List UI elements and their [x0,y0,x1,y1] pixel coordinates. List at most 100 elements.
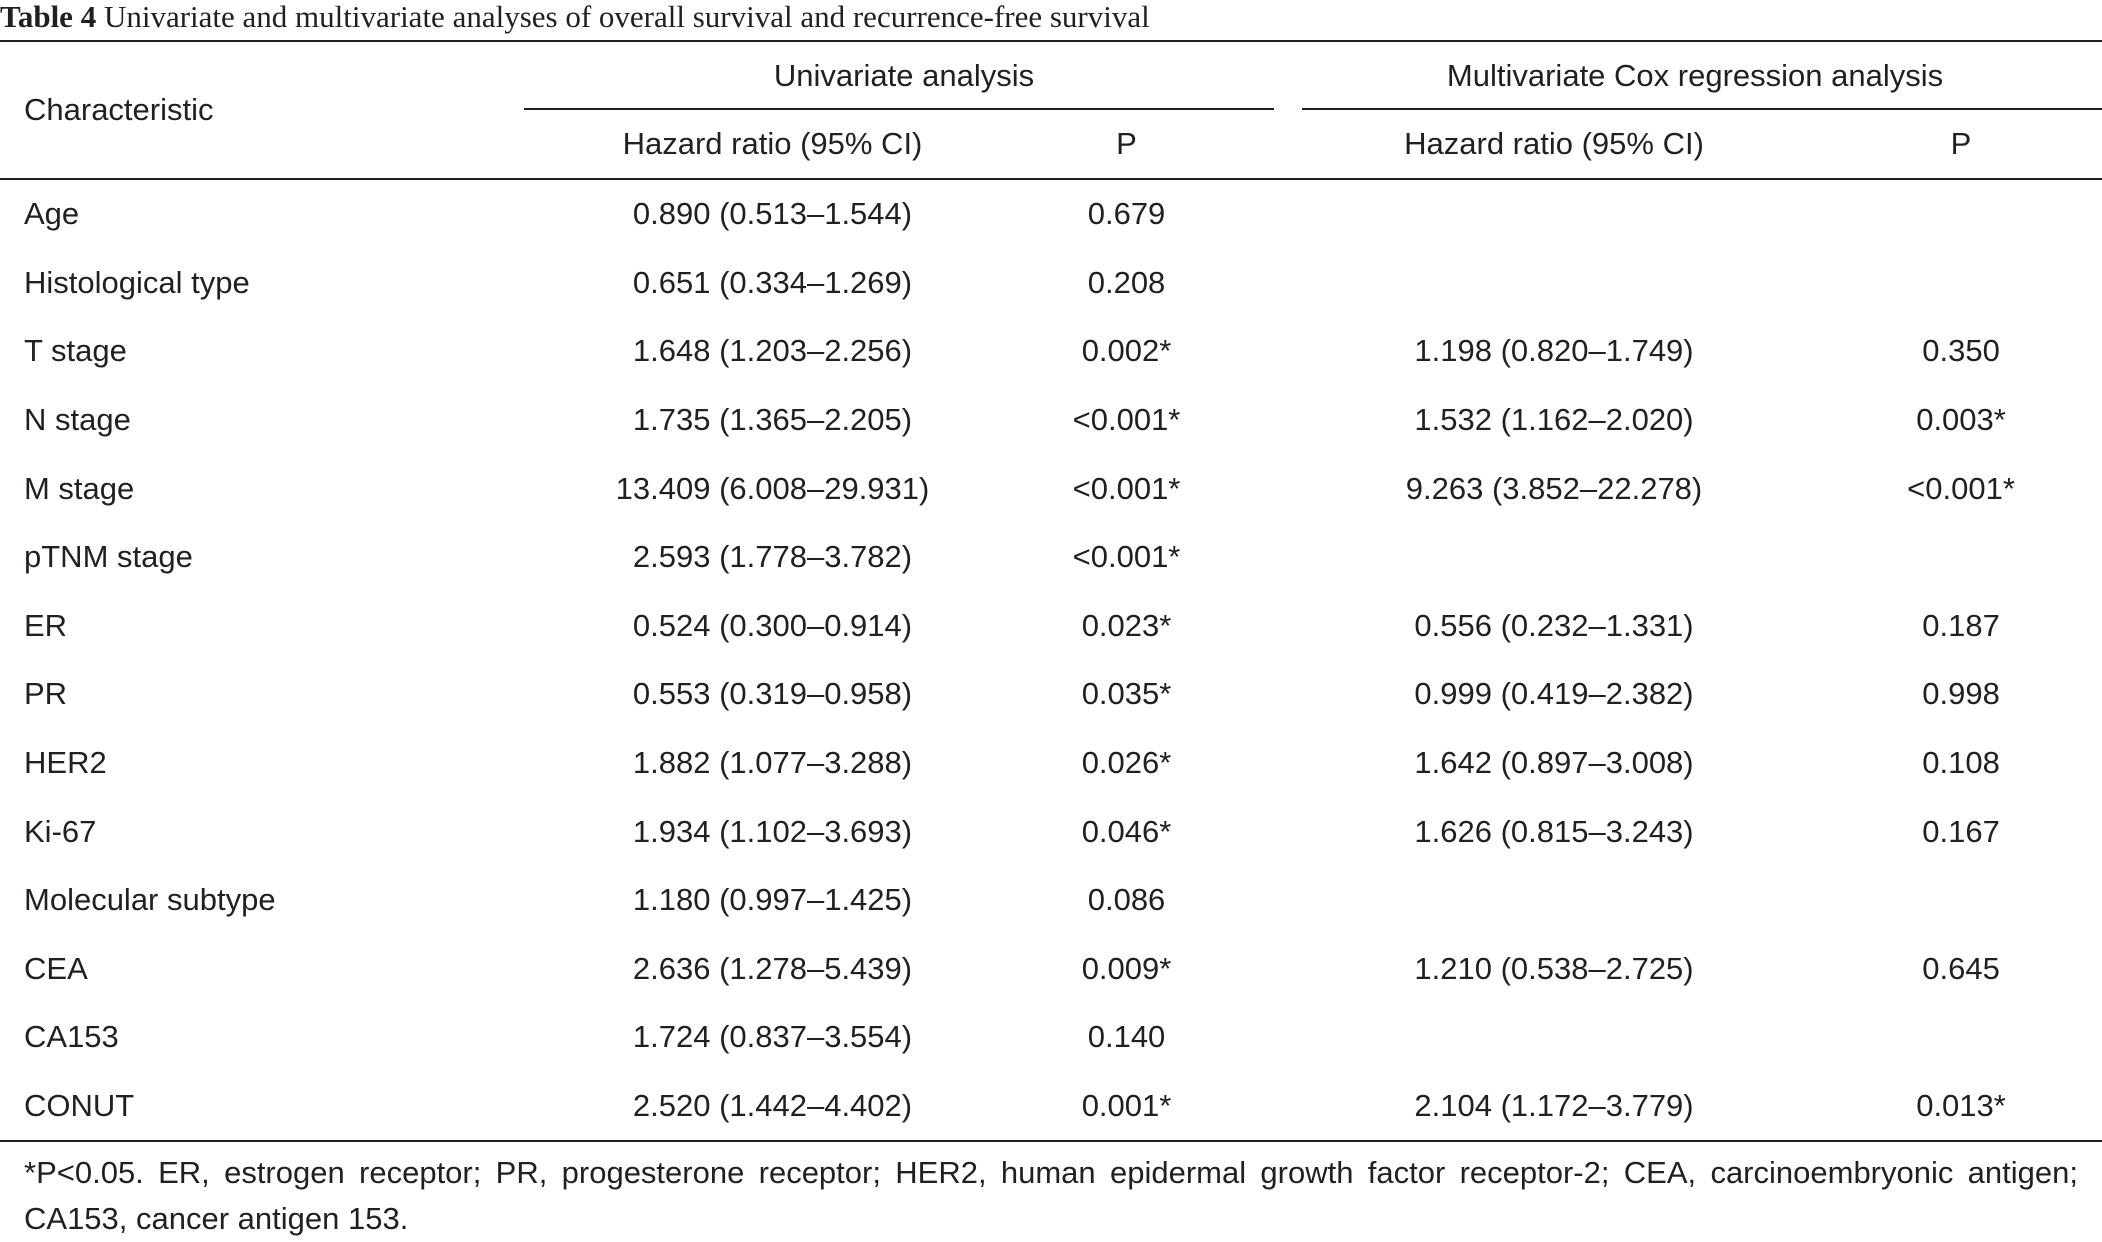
row-univariate-hazard-ratio: 0.524 (0.300–0.914) [632,607,913,643]
table-row: ER 0.524 (0.300–0.914) 0.023* 0.556 (0.2… [0,592,2102,661]
row-univariate-p: 0.035* [1081,676,1172,712]
header-row-groups: Characteristic Univariate analysis Multi… [0,41,2102,180]
row-characteristic: ER [24,607,68,643]
row-multivariate-p: 0.013* [1916,1088,2006,1124]
row-multivariate-p: 0.187 [1922,607,2000,643]
header-univariate-group: Univariate analysis [520,41,1288,110]
row-univariate-p: 0.009* [1081,950,1172,986]
table-caption: Table 4 Univariate and multivariate anal… [0,0,1150,40]
table-row: Molecular subtype 1.180 (0.997–1.425) 0.… [0,866,2102,935]
multivariate-group-rule [1302,108,2102,110]
row-multivariate-hazard-ratio [1288,523,1820,592]
table-row: HER2 1.882 (1.077–3.288) 0.026* 1.642 (0… [0,729,2102,798]
row-multivariate-p: <0.001* [1907,470,2015,506]
table-row: CEA 2.636 (1.278–5.439) 0.009* 1.210 (0.… [0,935,2102,1004]
row-multivariate-hazard-ratio [1288,1003,1820,1072]
row-characteristic: Age [24,196,80,232]
row-multivariate-hazard-ratio [1288,249,1820,318]
row-characteristic: CONUT [24,1088,135,1124]
header-univariate-p: P [1025,110,1289,180]
row-characteristic: N stage [24,402,131,438]
row-univariate-hazard-ratio: 1.934 (1.102–3.693) [632,813,913,849]
row-multivariate-hazard-ratio: 0.556 (0.232–1.331) [1414,607,1694,643]
row-univariate-hazard-ratio: 0.651 (0.334–1.269) [632,264,913,300]
row-univariate-hazard-ratio: 0.890 (0.513–1.544) [632,196,913,232]
row-characteristic: CA153 [24,1019,119,1055]
survival-analysis-table: Characteristic Univariate analysis Multi… [0,40,2102,1143]
univariate-group-rule [524,108,1275,110]
row-multivariate-p [1820,249,2102,318]
row-univariate-hazard-ratio: 2.593 (1.778–3.782) [632,539,913,575]
row-multivariate-hazard-ratio: 1.532 (1.162–2.020) [1414,402,1694,438]
table-row: Age 0.890 (0.513–1.544) 0.679 [0,179,2102,249]
row-multivariate-hazard-ratio: 9.263 (3.852–22.278) [1405,470,1703,506]
header-multivariate-p: P [1820,110,2102,180]
header-univariate-label: Univariate analysis [773,58,1035,93]
row-univariate-hazard-ratio: 1.882 (1.077–3.288) [632,745,913,781]
table-caption-label: Table 4 [0,0,97,34]
row-multivariate-hazard-ratio: 1.198 (0.820–1.749) [1414,333,1694,369]
row-univariate-hazard-ratio: 1.724 (0.837–3.554) [632,1019,913,1055]
table-row: CA153 1.724 (0.837–3.554) 0.140 [0,1003,2102,1072]
table-row: CONUT 2.520 (1.442–4.402) 0.001* 2.104 (… [0,1072,2102,1142]
row-univariate-hazard-ratio: 2.520 (1.442–4.402) [632,1088,913,1124]
header-multivariate-hazard-ratio: Hazard ratio (95% CI) [1288,110,1821,180]
table-row: PR 0.553 (0.319–0.958) 0.035* 0.999 (0.4… [0,660,2102,729]
row-multivariate-hazard-ratio: 2.104 (1.172–3.779) [1414,1088,1694,1124]
row-characteristic: PR [24,676,68,712]
table-footnote: *P<0.05. ER, estrogen receptor; PR, prog… [24,1155,2078,1236]
row-univariate-p: <0.001* [1072,539,1181,575]
row-univariate-p: 0.001* [1081,1088,1172,1124]
row-multivariate-hazard-ratio [1288,866,1820,935]
row-univariate-p: 0.208 [1087,264,1166,300]
row-univariate-hazard-ratio: 1.735 (1.365–2.205) [632,402,913,438]
row-multivariate-p: 0.003* [1916,402,2006,438]
row-characteristic: Ki-67 [24,813,97,849]
row-characteristic: HER2 [24,745,107,781]
row-univariate-p: 0.140 [1087,1019,1166,1055]
row-univariate-p: 0.046* [1081,813,1172,849]
row-univariate-p: 0.679 [1087,196,1166,232]
table-caption-text: Univariate and multivariate analyses of … [103,0,1150,34]
row-multivariate-p [1820,866,2102,935]
row-multivariate-p [1820,1003,2102,1072]
row-univariate-hazard-ratio: 2.636 (1.278–5.439) [632,950,913,986]
table-row: M stage 13.409 (6.008–29.931) <0.001* 9.… [0,454,2102,523]
row-univariate-p: 0.026* [1081,745,1172,781]
row-univariate-hazard-ratio: 0.553 (0.319–0.958) [632,676,913,712]
row-univariate-hazard-ratio: 1.180 (0.997–1.425) [632,882,913,918]
row-characteristic: T stage [24,333,127,369]
row-multivariate-p: 0.645 [1922,950,2000,986]
row-multivariate-p: 0.998 [1922,676,2000,712]
header-row-columns: Hazard ratio (95% CI) P Hazard ratio (95… [0,110,2102,180]
header-multivariate-label: Multivariate Cox regression analysis [1446,58,1944,93]
table-row: Histological type 0.651 (0.334–1.269) 0.… [0,249,2102,318]
table-row: Ki-67 1.934 (1.102–3.693) 0.046* 1.626 (… [0,797,2102,866]
row-multivariate-hazard-ratio: 1.210 (0.538–2.725) [1414,950,1694,986]
row-multivariate-hazard-ratio: 0.999 (0.419–2.382) [1414,676,1694,712]
header-multivariate-group: Multivariate Cox regression analysis [1288,41,2102,110]
row-multivariate-p [1820,523,2102,592]
row-characteristic: CEA [24,950,88,986]
header-characteristic: Characteristic [0,41,520,180]
row-univariate-p: 0.002* [1081,333,1172,369]
row-univariate-p: 0.023* [1081,607,1172,643]
row-characteristic: pTNM stage [24,539,193,575]
table-row: N stage 1.735 (1.365–2.205) <0.001* 1.53… [0,386,2102,455]
row-multivariate-p: 0.108 [1922,745,2000,781]
row-multivariate-p: 0.350 [1922,333,2000,369]
row-multivariate-p [1820,179,2102,249]
row-univariate-hazard-ratio: 1.648 (1.203–2.256) [632,333,913,369]
row-multivariate-hazard-ratio: 1.642 (0.897–3.008) [1414,745,1694,781]
row-characteristic: M stage [24,470,135,506]
header-univariate-hazard-ratio: Hazard ratio (95% CI) [520,110,1025,180]
row-characteristic: Histological type [24,264,250,300]
row-univariate-hazard-ratio: 13.409 (6.008–29.931) [615,470,930,506]
table-row: pTNM stage 2.593 (1.778–3.782) <0.001* [0,523,2102,592]
row-multivariate-p: 0.167 [1922,813,2000,849]
row-univariate-p: <0.001* [1072,470,1181,506]
row-univariate-p: 0.086 [1087,882,1166,918]
table-row: T stage 1.648 (1.203–2.256) 0.002* 1.198… [0,317,2102,386]
row-multivariate-hazard-ratio: 1.626 (0.815–3.243) [1414,813,1694,849]
row-multivariate-hazard-ratio [1288,179,1820,249]
